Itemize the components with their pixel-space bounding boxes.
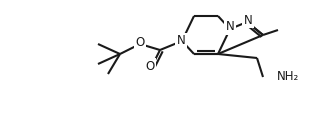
Text: O: O: [145, 59, 155, 72]
Text: O: O: [135, 36, 145, 49]
Text: NH₂: NH₂: [277, 70, 299, 83]
Text: N: N: [244, 14, 252, 27]
Text: N: N: [177, 34, 185, 47]
Text: N: N: [226, 21, 234, 34]
